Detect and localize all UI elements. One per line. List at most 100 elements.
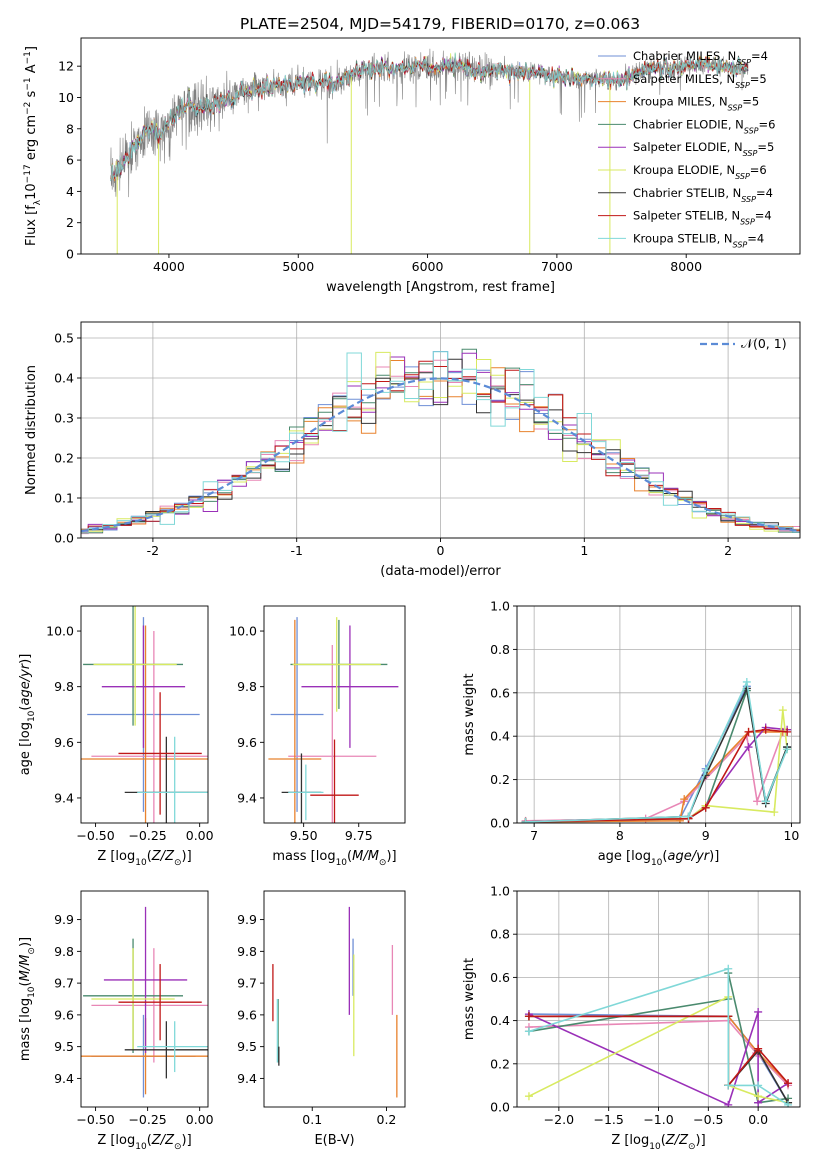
spectrum-plot-area — [110, 48, 749, 254]
y-tick-label: 9.7 — [54, 976, 74, 991]
mass_vs_Z-panel: −0.50 −0.25 0.00 9.4 9.5 9.6 9.7 9.8 9.9 Z [log10… — [18, 890, 214, 1152]
age_vs_mass-xlabel: mass [log10(M/M⊙)] — [272, 849, 396, 868]
histogram-kroupa-elodie — [81, 351, 800, 532]
spectrum-frame — [80, 37, 801, 255]
weight-marker — [524, 1012, 533, 1021]
mass_vs_ebv-plot-area — [272, 906, 398, 1098]
x-tick-label: −1.5 — [593, 1112, 623, 1127]
mass_vs_Z-frame — [80, 890, 209, 1108]
weight-line-salpeter-miles — [525, 731, 784, 822]
x-tick-label: 0.2 — [377, 1112, 397, 1127]
x-tick-label: 10 — [783, 828, 799, 843]
legend-label: Chabrier STELIB, NSSP=4 — [633, 186, 773, 204]
y-tick-label: 9.9 — [237, 912, 257, 927]
x-tick-label: 8 — [616, 828, 624, 843]
x-tick-label: 8000 — [670, 259, 702, 274]
weight-marker — [770, 808, 779, 817]
x-tick-label: 2 — [724, 543, 732, 558]
normal-reference-curve — [81, 377, 800, 533]
y-tick-label: 0.8 — [490, 927, 510, 942]
weight-marker — [784, 1079, 793, 1088]
weight-line-chabrier-stelib — [525, 685, 788, 823]
mass_vs_Z-xlabel: Z [log10(Z/Z⊙)] — [97, 1133, 191, 1152]
age_vs_Z-xlabel: Z [log10(Z/Z⊙)] — [97, 849, 191, 868]
y-tick-label: 9.7 — [237, 976, 257, 991]
errorbar-point — [137, 736, 208, 823]
y-tick-label: 0 — [66, 247, 74, 262]
weight_vs_Z-xlabel: Z [log10(Z/Z⊙)] — [611, 1133, 705, 1152]
y-tick-label: 0.6 — [490, 685, 510, 700]
weight_vs_age-plot-area — [521, 677, 792, 823]
weight-marker — [744, 727, 753, 736]
weight_vs_age-frame — [516, 605, 801, 824]
histogram-kroupa-stelib — [81, 351, 800, 534]
y-tick-label: 9.4 — [237, 1071, 257, 1086]
y-tick-label: 1.0 — [490, 599, 510, 614]
y-tick-label: 9.6 — [237, 735, 257, 750]
weight-marker — [761, 797, 770, 806]
y-tick-label: 0.8 — [490, 642, 510, 657]
legend-label: Kroupa MILES, NSSP=5 — [633, 95, 759, 113]
x-tick-label: 1 — [580, 543, 588, 558]
age_vs_Z-frame — [80, 605, 209, 824]
y-tick-label: 0.6 — [490, 970, 510, 985]
x-tick-label: 7000 — [541, 259, 573, 274]
legend-label: Salpeter STELIB, NSSP=4 — [633, 209, 772, 227]
x-tick-label: −0.25 — [128, 1112, 166, 1127]
y-tick-label: 8 — [66, 121, 74, 136]
weight-marker — [724, 1100, 733, 1107]
spectrum-legend: Chabrier MILES, NSSP=4 Salpeter MILES, NS… — [598, 49, 775, 249]
weight-marker — [742, 677, 751, 686]
y-tick-label: 0.1 — [54, 491, 74, 506]
x-tick-label: 6000 — [412, 259, 444, 274]
y-tick-label: 9.6 — [54, 1007, 74, 1022]
spectrum-ylabel: Flux [fλ10−17 erg cm−2 s−1 A−1] — [23, 46, 43, 246]
mass_vs_ebv-xlabel: E(B-V) — [314, 1133, 354, 1148]
errorbar-point — [124, 1021, 208, 1079]
y-tick-label: 0.0 — [490, 1100, 510, 1115]
legend-label: Kroupa ELODIE, NSSP=6 — [633, 163, 767, 181]
errorbar-point — [118, 692, 202, 815]
x-tick-label: −2.0 — [544, 1112, 574, 1127]
weight-marker — [524, 1092, 533, 1101]
weight-line-kroupa-miles — [525, 731, 783, 823]
y-tick-label: 0.0 — [490, 816, 510, 831]
figure-title: PLATE=2504, MJD=54179, FIBERID=0170, z=0… — [240, 15, 640, 33]
x-tick-label: 9.50 — [290, 828, 318, 843]
weight-marker — [724, 964, 733, 973]
errorbar-point — [93, 606, 177, 726]
y-tick-label: 4 — [66, 184, 74, 199]
x-tick-label: −0.50 — [76, 1112, 114, 1127]
x-tick-label: −1.0 — [643, 1112, 673, 1127]
errorbar-point — [137, 1021, 208, 1073]
errorbar-point — [81, 625, 208, 823]
x-tick-label: −0.5 — [693, 1112, 723, 1127]
weight-marker — [701, 803, 710, 812]
weight-marker — [684, 812, 693, 821]
errorbar-point — [91, 948, 208, 1063]
weight_vs_Z-ylabel: mass weight — [462, 958, 477, 1040]
age_vs_Z-ylabel: age [log10(age/yr)] — [18, 654, 37, 776]
weight-marker — [724, 1081, 733, 1090]
age_vs_mass-frame — [263, 605, 406, 824]
y-tick-label: 9.6 — [237, 1007, 257, 1022]
weight_vs_Z-panel: −2.0 −1.5 −1.0 −0.5 0.0 0.0 0.2 0.4 0.6 0.8 1.0 Z [… — [462, 884, 801, 1152]
weight-marker — [524, 1027, 533, 1036]
weight-marker — [754, 1081, 763, 1090]
weight-marker — [744, 743, 753, 752]
weight_vs_Z-plot-area — [524, 964, 793, 1107]
x-tick-label: 0.0 — [748, 1112, 768, 1127]
legend-label: Salpeter ELODIE, NSSP=5 — [633, 140, 774, 158]
spectrum-xlabel: wavelength [Angstrom, rest frame] — [326, 280, 555, 295]
legend-label: 𝒩(0, 1) — [741, 336, 787, 351]
y-tick-label: 9.8 — [237, 944, 257, 959]
y-tick-label: 0.4 — [490, 729, 510, 744]
weight-marker — [754, 1007, 763, 1016]
histogram-salpeter-stelib — [81, 360, 800, 533]
errorbar-point — [101, 625, 186, 748]
y-tick-label: 10 — [58, 90, 74, 105]
y-tick-label: 9.5 — [237, 1039, 257, 1054]
errorbar-point — [103, 906, 188, 1053]
y-tick-label: 1.0 — [490, 884, 510, 899]
x-tick-label: 9.75 — [345, 828, 373, 843]
